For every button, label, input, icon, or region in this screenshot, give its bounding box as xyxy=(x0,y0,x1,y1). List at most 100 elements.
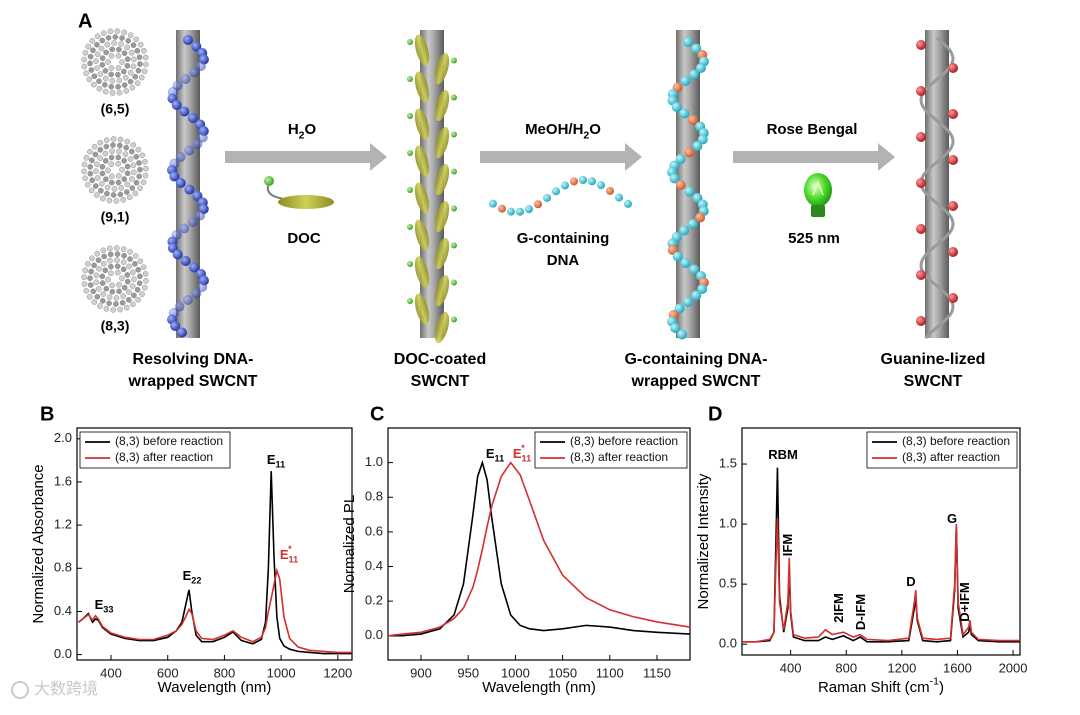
x-tick-label: 800 xyxy=(214,665,236,680)
atom xyxy=(123,88,130,94)
atom xyxy=(127,156,134,162)
atom xyxy=(81,161,88,168)
atom xyxy=(91,73,98,79)
atom xyxy=(98,45,105,52)
atom xyxy=(123,189,130,195)
plot-frame xyxy=(741,427,1021,656)
dna-base xyxy=(679,108,690,119)
atom xyxy=(94,175,101,181)
y-axis-label: Normalized Intensity xyxy=(695,473,712,609)
legend-box xyxy=(866,431,1018,469)
doc-molecule xyxy=(434,274,450,307)
dna-base xyxy=(687,115,698,125)
doc-molecule xyxy=(414,34,430,66)
x-tick-label: 1050 xyxy=(548,665,577,680)
atom xyxy=(93,58,99,64)
atom xyxy=(99,195,106,202)
step-detail: DOC xyxy=(287,230,321,247)
atom xyxy=(121,29,128,36)
atom xyxy=(88,268,94,275)
atom xyxy=(114,28,121,34)
atom xyxy=(91,299,98,305)
atom xyxy=(114,245,120,251)
x-tick-label: 2000 xyxy=(999,660,1028,675)
dna-base xyxy=(683,37,693,47)
text-part: E xyxy=(183,568,192,583)
atom xyxy=(106,197,113,204)
doc-molecule xyxy=(434,89,450,122)
atom xyxy=(130,142,137,148)
atom xyxy=(125,297,132,303)
step-detail: DNA xyxy=(547,252,580,269)
annotation: D+IFM xyxy=(957,582,972,621)
x-tick-label: 1000 xyxy=(267,665,296,680)
atom xyxy=(94,41,100,48)
atom xyxy=(99,37,106,44)
dna-base xyxy=(177,327,188,338)
atom xyxy=(113,301,119,307)
series-line xyxy=(742,518,1020,643)
atom xyxy=(87,170,94,177)
atom xyxy=(122,74,129,81)
helix xyxy=(919,36,955,340)
atom xyxy=(139,291,145,297)
atom xyxy=(124,163,131,170)
atom xyxy=(94,33,101,40)
atom xyxy=(99,273,106,280)
atom xyxy=(105,35,112,41)
dna-base xyxy=(689,264,700,275)
atom xyxy=(87,164,93,170)
atom xyxy=(99,55,106,61)
process-arrow xyxy=(480,143,642,171)
atom xyxy=(102,68,109,74)
atom xyxy=(109,282,115,289)
atom xyxy=(126,194,133,201)
atom xyxy=(115,154,122,161)
atom xyxy=(115,53,122,59)
atom xyxy=(114,251,121,257)
atom xyxy=(94,65,100,71)
atom xyxy=(108,263,114,270)
dna-base xyxy=(689,69,700,80)
doc-molecule xyxy=(434,163,450,196)
atom xyxy=(116,46,122,53)
atom xyxy=(100,260,107,267)
annotation: RBM xyxy=(768,447,798,462)
doc-molecule xyxy=(434,311,450,344)
dna-base xyxy=(691,290,702,301)
dna-base xyxy=(498,204,506,213)
atom xyxy=(141,47,147,54)
doc-molecule xyxy=(414,293,430,325)
doc-head xyxy=(451,316,457,323)
atom xyxy=(135,266,142,273)
atom xyxy=(81,274,87,280)
watermark: 大数跨境 xyxy=(34,679,98,698)
atom xyxy=(93,168,99,174)
doc-head xyxy=(451,94,457,101)
atom xyxy=(116,142,123,149)
dna-base xyxy=(679,225,690,236)
atom xyxy=(101,82,108,88)
dna-base xyxy=(695,63,706,73)
doc-head xyxy=(451,168,457,175)
dna-base xyxy=(184,184,195,195)
atom xyxy=(101,253,108,260)
atom xyxy=(118,185,125,191)
x-axis-label: Raman Shift (cm-1) xyxy=(818,675,944,696)
doc-molecule xyxy=(414,219,430,251)
atom xyxy=(114,257,120,263)
atom xyxy=(121,82,128,88)
atom xyxy=(99,280,106,286)
atom xyxy=(142,54,149,61)
atom xyxy=(110,307,116,313)
annotation: E11* xyxy=(280,545,298,565)
atom xyxy=(90,47,96,54)
atom xyxy=(85,43,92,50)
atom xyxy=(131,56,137,63)
dna-base xyxy=(615,193,623,202)
atom xyxy=(81,56,87,63)
atom xyxy=(102,75,109,82)
atom xyxy=(81,168,87,175)
atom xyxy=(83,287,90,294)
chirality-label: (8,3) xyxy=(101,318,130,334)
